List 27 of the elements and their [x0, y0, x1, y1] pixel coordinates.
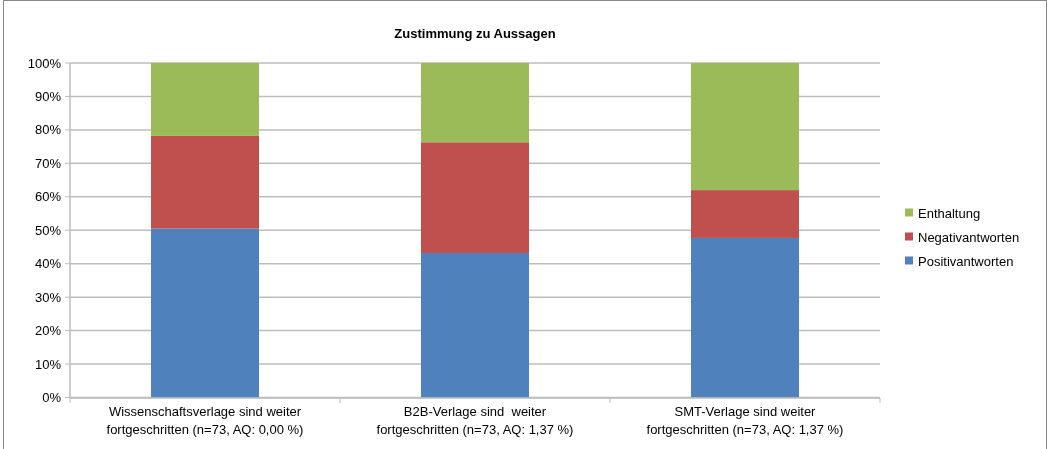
y-tick-label: 40% — [34, 256, 62, 272]
y-tick-label: 50% — [34, 222, 62, 238]
bar — [151, 228, 259, 398]
bar — [691, 237, 799, 398]
bar — [691, 63, 799, 191]
bar — [691, 190, 799, 238]
y-tick-label: 10% — [34, 356, 62, 372]
legend-label: Enthaltung — [918, 205, 981, 221]
x-tick-label: SMT-Verlage sind weiter fortgeschritten (n=73, AQ: 1,37 %) — [646, 404, 844, 437]
y-tick-label: 90% — [34, 89, 62, 104]
y-tick-label: 30% — [34, 289, 62, 305]
bar — [421, 253, 529, 398]
y-tick-label: 60% — [34, 189, 62, 205]
chart-title: Zustimmung zu Aussagen — [394, 26, 556, 41]
x-tick-label: Wissenschaftsverlage sind weiter fortgeschritten (n=73, AQ: 0,00 %) — [106, 404, 304, 437]
y-tick-label: 100% — [27, 55, 62, 71]
bar — [421, 63, 529, 143]
bar — [421, 142, 529, 253]
y-tick-label: 80% — [34, 122, 62, 138]
y-tick-label: 20% — [34, 323, 62, 339]
x-tick-label: B2B-Verlage sind weiter fortgeschritten (n=73, AQ: 1,37 %) — [376, 404, 574, 437]
legend-label: Negativantworten — [918, 229, 1020, 245]
y-tick-label: 70% — [34, 155, 62, 171]
y-tick-label: 0% — [42, 390, 62, 406]
bar — [151, 135, 259, 229]
bar — [151, 63, 259, 136]
legend-label: Positivantworten — [918, 253, 1014, 269]
